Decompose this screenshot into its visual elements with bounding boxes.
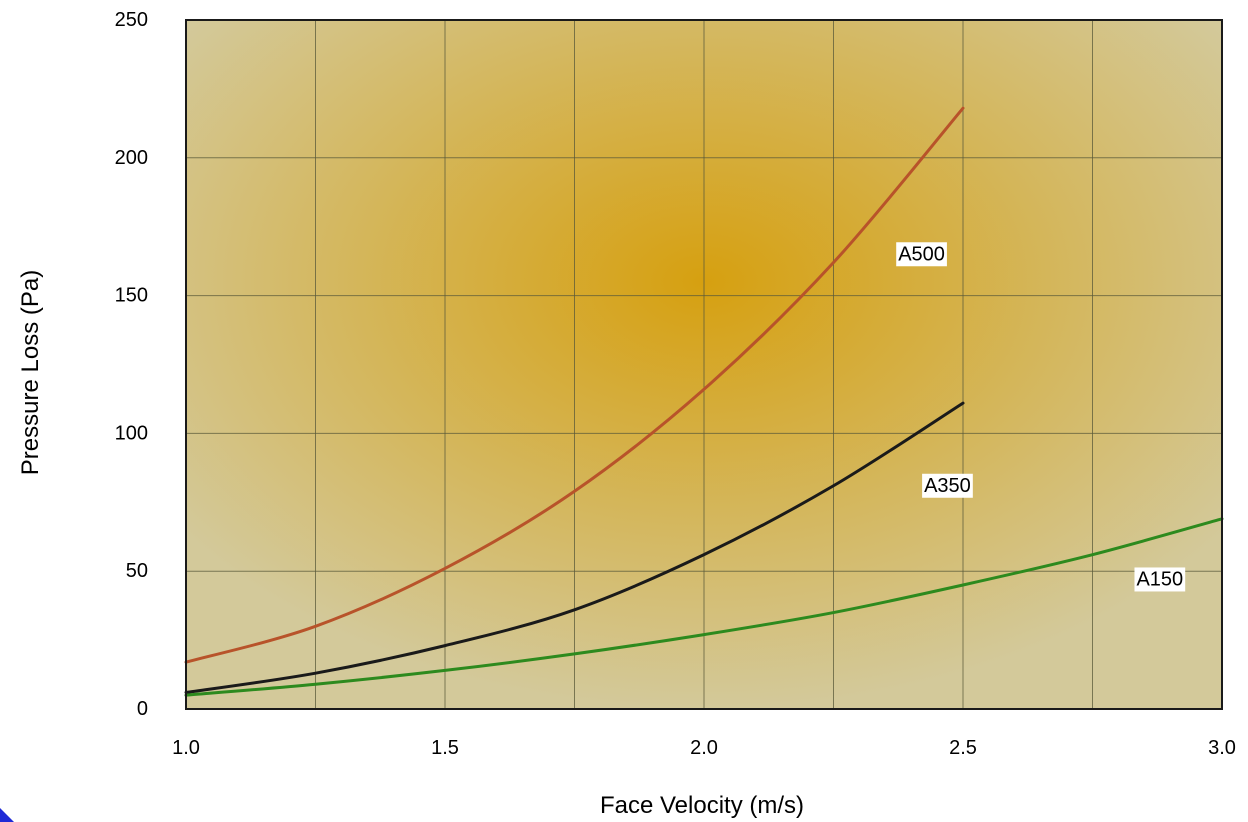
series-label-a150: A150 (1134, 567, 1186, 592)
series-line-a500 (184, 106, 965, 664)
y-axis-ticks: 0 50 100 150 200 250 (115, 9, 148, 720)
x-tick-label: 1.5 (431, 737, 459, 759)
series-label-a350: A350 (922, 473, 973, 498)
y-axis-label: Pressure Loss (Pa) (17, 270, 44, 475)
x-tick-label: 3.0 (1208, 737, 1236, 759)
series-label-a500: A500 (896, 242, 947, 267)
y-tick-label: 150 (115, 285, 148, 307)
plot-frame (185, 19, 1223, 710)
x-axis-ticks: 1.0 1.5 2.0 2.5 3.0 (172, 737, 1236, 759)
series-labels: A500 A350 A150 (896, 242, 1186, 592)
series-line-a350 (184, 401, 965, 694)
series-label-background (922, 473, 973, 498)
series-label-text: A500 (898, 243, 945, 265)
series-lines (184, 106, 1224, 697)
y-tick-label: 250 (115, 9, 148, 31)
series-label-text: A350 (924, 475, 971, 497)
series-label-background (1134, 567, 1186, 592)
x-axis-label: Face Velocity (m/s) (600, 792, 804, 819)
series-label-background (896, 242, 947, 267)
corner-arrow-icon (0, 808, 14, 822)
y-tick-label: 100 (115, 422, 148, 444)
y-tick-label: 50 (126, 560, 148, 582)
series-line-a150 (184, 517, 1224, 697)
x-tick-label: 2.0 (690, 737, 718, 759)
y-tick-label: 200 (115, 147, 148, 169)
y-tick-label: 0 (137, 698, 148, 720)
x-tick-label: 1.0 (172, 737, 200, 759)
series-label-text: A150 (1136, 568, 1183, 590)
x-tick-label: 2.5 (949, 737, 977, 759)
